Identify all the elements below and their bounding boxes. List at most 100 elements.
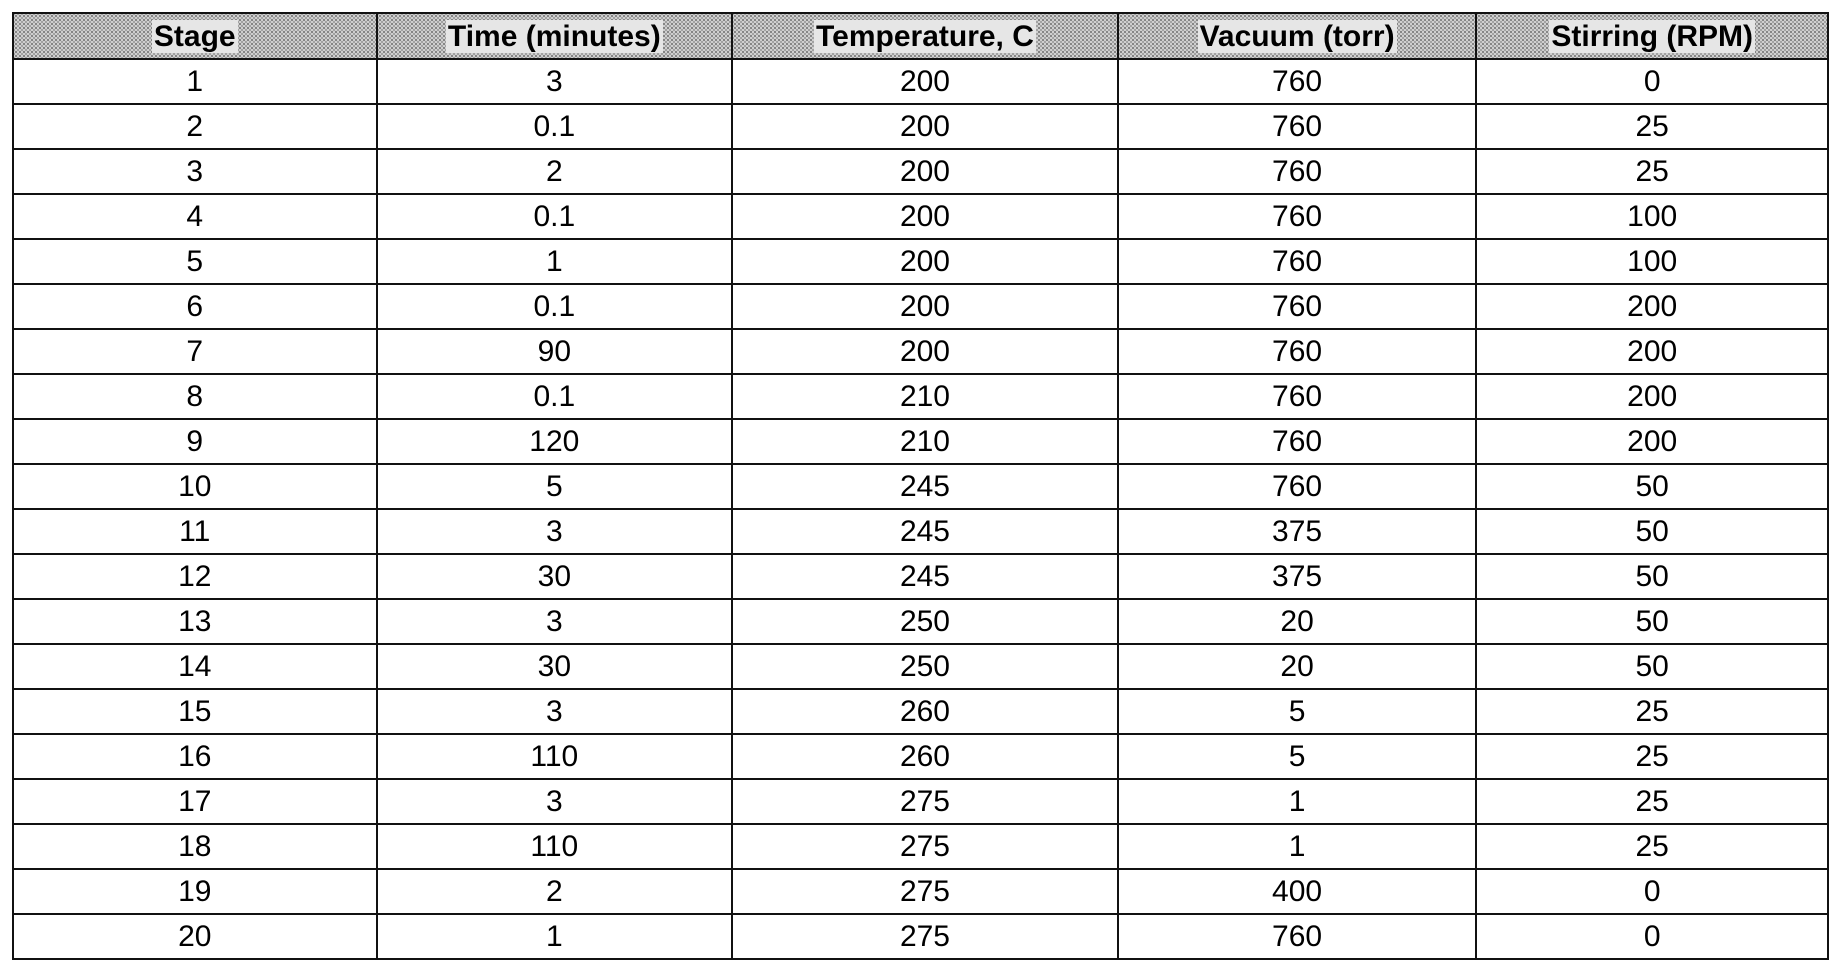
table-cell: 760 [1118, 329, 1477, 374]
table-cell: 6 [13, 284, 377, 329]
table-cell: 275 [732, 824, 1118, 869]
table-cell: 20 [1118, 599, 1477, 644]
table-cell: 25 [1476, 149, 1828, 194]
table-cell: 15 [13, 689, 377, 734]
table-cell: 30 [377, 554, 733, 599]
column-header-label: Stage [152, 20, 238, 53]
table-cell: 110 [377, 734, 733, 779]
table-cell: 50 [1476, 509, 1828, 554]
table-cell: 3 [377, 599, 733, 644]
table-cell: 25 [1476, 734, 1828, 779]
table-cell: 0 [1476, 869, 1828, 914]
table-cell: 760 [1118, 374, 1477, 419]
table-row: 790200760200 [13, 329, 1828, 374]
table-cell: 25 [1476, 689, 1828, 734]
table-cell: 50 [1476, 554, 1828, 599]
column-header-label: Time (minutes) [446, 20, 663, 53]
table-cell: 10 [13, 464, 377, 509]
table-cell: 0.1 [377, 194, 733, 239]
table-cell: 20 [1118, 644, 1477, 689]
table-cell: 200 [1476, 374, 1828, 419]
table-row: 80.1210760200 [13, 374, 1828, 419]
table-row: 1332502050 [13, 599, 1828, 644]
column-header-label: Temperature, C [814, 20, 1036, 53]
table-cell: 100 [1476, 239, 1828, 284]
table-cell: 1 [1118, 779, 1477, 824]
table-row: 51200760100 [13, 239, 1828, 284]
table-row: 2012757600 [13, 914, 1828, 959]
table-cell: 250 [732, 599, 1118, 644]
table-row: 11324537550 [13, 509, 1828, 554]
table-cell: 3 [377, 509, 733, 554]
table-row: 132007600 [13, 59, 1828, 104]
table-cell: 200 [732, 239, 1118, 284]
table-cell: 12 [13, 554, 377, 599]
table-cell: 260 [732, 734, 1118, 779]
table-cell: 760 [1118, 149, 1477, 194]
table-cell: 4 [13, 194, 377, 239]
table-cell: 90 [377, 329, 733, 374]
table-cell: 0.1 [377, 104, 733, 149]
table-cell: 50 [1476, 464, 1828, 509]
table-cell: 25 [1476, 824, 1828, 869]
table-cell: 375 [1118, 509, 1477, 554]
table-cell: 100 [1476, 194, 1828, 239]
column-header-label: Vacuum (torr) [1198, 20, 1397, 53]
table-cell: 11 [13, 509, 377, 554]
table-row: 20.120076025 [13, 104, 1828, 149]
table-cell: 200 [1476, 329, 1828, 374]
table-cell: 1 [1118, 824, 1477, 869]
table-cell: 8 [13, 374, 377, 419]
table-cell: 200 [732, 194, 1118, 239]
table-cell: 200 [732, 104, 1118, 149]
table-cell: 250 [732, 644, 1118, 689]
table-cell: 50 [1476, 599, 1828, 644]
table-row: 10524576050 [13, 464, 1828, 509]
column-header: Time (minutes) [377, 13, 733, 59]
table-cell: 3 [377, 59, 733, 104]
table-cell: 7 [13, 329, 377, 374]
column-header: Stirring (RPM) [1476, 13, 1828, 59]
table-row: 173275125 [13, 779, 1828, 824]
table-row: 1922754000 [13, 869, 1828, 914]
table-cell: 50 [1476, 644, 1828, 689]
table-cell: 120 [377, 419, 733, 464]
table-row: 123024537550 [13, 554, 1828, 599]
header-row: Stage Time (minutes) Temperature, C Vacuum … [13, 13, 1828, 59]
table-cell: 13 [13, 599, 377, 644]
table-cell: 245 [732, 554, 1118, 599]
table-cell: 245 [732, 464, 1118, 509]
table-cell: 3 [377, 779, 733, 824]
table-cell: 1 [377, 914, 733, 959]
table-cell: 0.1 [377, 284, 733, 329]
column-header: Stage [13, 13, 377, 59]
table-cell: 400 [1118, 869, 1477, 914]
table-cell: 3 [377, 689, 733, 734]
table-cell: 19 [13, 869, 377, 914]
table-cell: 760 [1118, 194, 1477, 239]
column-header-label: Stirring (RPM) [1549, 20, 1755, 53]
table-cell: 200 [732, 149, 1118, 194]
table-cell: 30 [377, 644, 733, 689]
table-cell: 14 [13, 644, 377, 689]
table-row: 60.1200760200 [13, 284, 1828, 329]
table-cell: 18 [13, 824, 377, 869]
table-cell: 1 [377, 239, 733, 284]
table-cell: 210 [732, 419, 1118, 464]
table-cell: 20 [13, 914, 377, 959]
column-header: Vacuum (torr) [1118, 13, 1477, 59]
table-cell: 245 [732, 509, 1118, 554]
table-cell: 375 [1118, 554, 1477, 599]
table-cell: 9 [13, 419, 377, 464]
table-cell: 25 [1476, 104, 1828, 149]
table-cell: 16 [13, 734, 377, 779]
table-cell: 760 [1118, 284, 1477, 329]
table-cell: 5 [13, 239, 377, 284]
table-cell: 210 [732, 374, 1118, 419]
table-cell: 3 [13, 149, 377, 194]
table-cell: 2 [377, 869, 733, 914]
table-cell: 275 [732, 914, 1118, 959]
table-cell: 200 [1476, 419, 1828, 464]
table-row: 9120210760200 [13, 419, 1828, 464]
table-cell: 760 [1118, 239, 1477, 284]
